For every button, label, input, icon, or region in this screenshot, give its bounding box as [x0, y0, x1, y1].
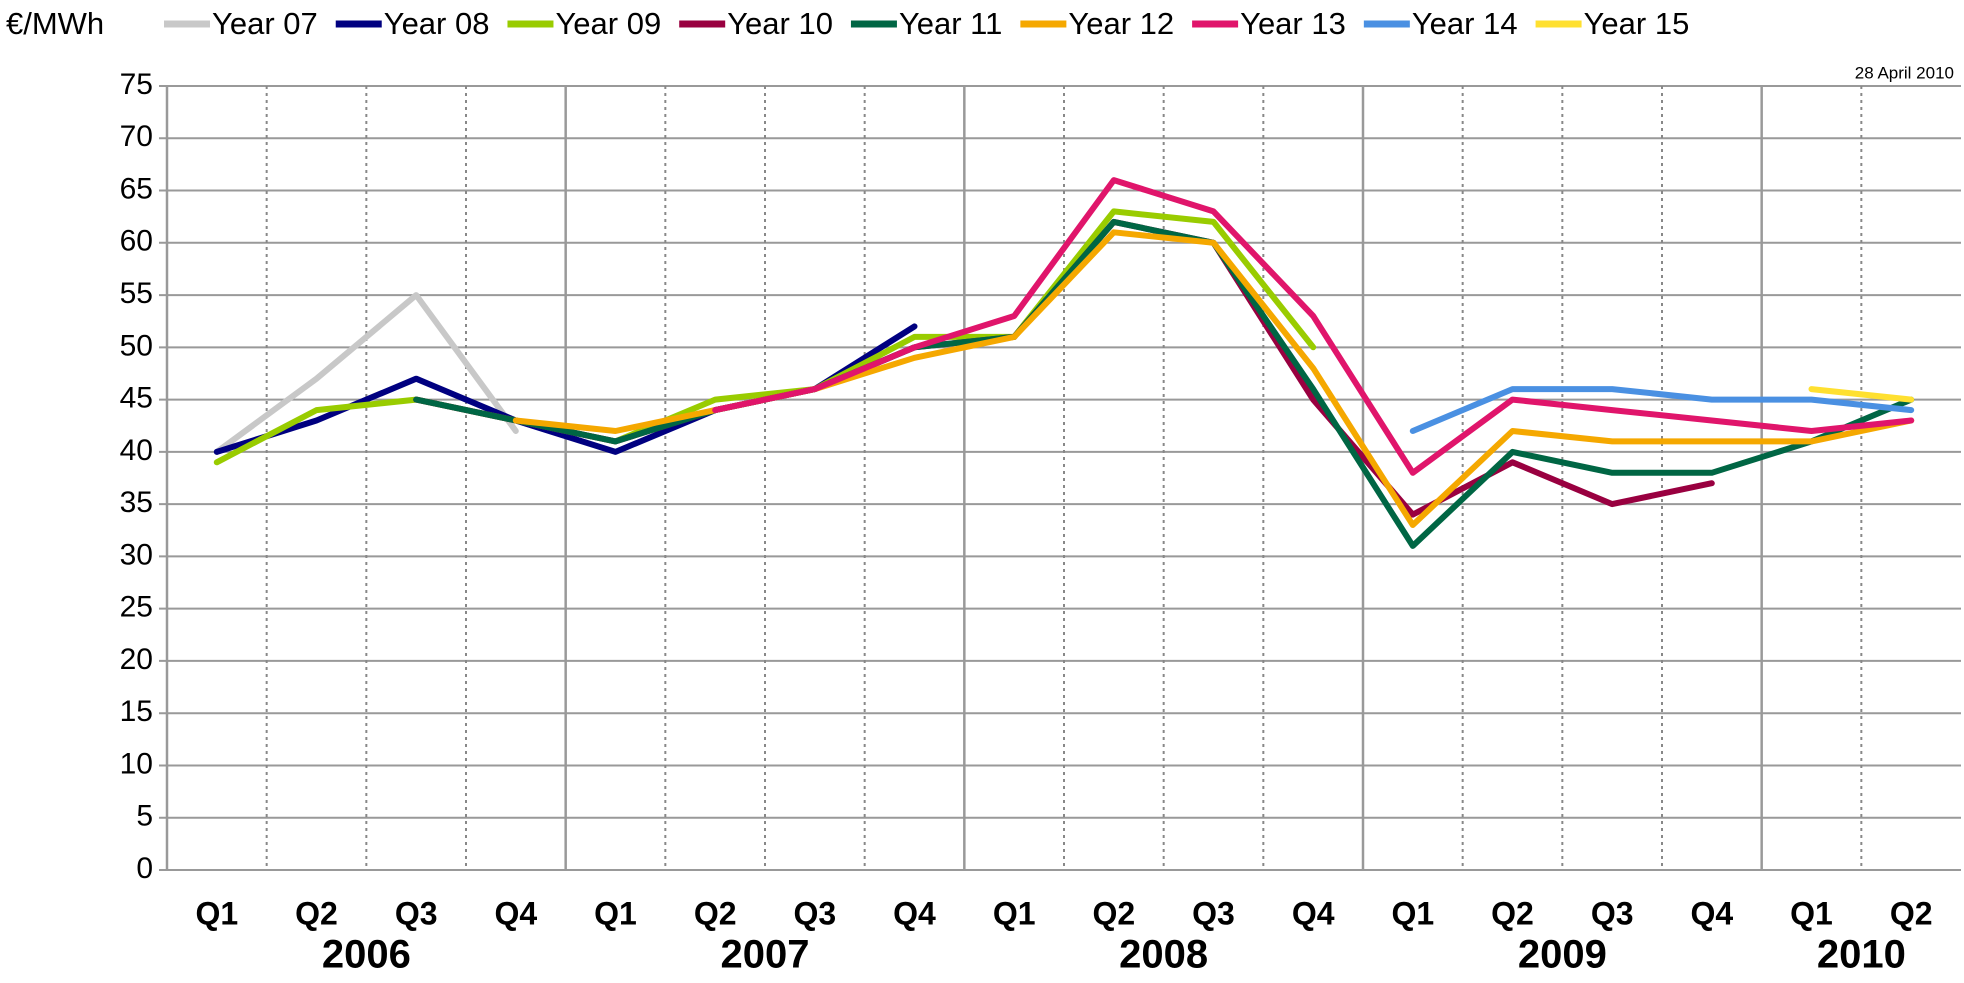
legend-label: Year 11 [899, 6, 1002, 41]
x-tick-label: Q1 [195, 895, 238, 931]
year-label: 2009 [1518, 933, 1607, 977]
year-label: 2008 [1119, 933, 1208, 977]
x-tick-label: Q3 [395, 895, 438, 931]
series-line [413, 218, 1915, 549]
x-tick-label: Q4 [1690, 895, 1733, 931]
y-tick-label: 5 [136, 800, 153, 833]
y-tick-label: 10 [120, 747, 153, 780]
x-tick-label: Q1 [993, 895, 1036, 931]
x-tick-label: Q4 [494, 895, 537, 931]
x-tick-label: Q2 [1890, 895, 1933, 931]
x-tick-label: Q2 [295, 895, 338, 931]
year-label: 2006 [322, 933, 411, 977]
x-tick-label: Q2 [1491, 895, 1534, 931]
series-line [512, 229, 1915, 528]
y-tick-label: 30 [120, 538, 153, 571]
y-tick-label: 15 [120, 695, 153, 728]
y-tick-label: 20 [120, 643, 153, 676]
year-label: 2007 [721, 933, 810, 977]
y-tick-label: 25 [120, 591, 153, 624]
x-tick-label: Q2 [694, 895, 737, 931]
x-tick-label: Q1 [1790, 895, 1833, 931]
legend-label: Year 09 [555, 6, 661, 41]
y-tick-label: 60 [120, 225, 153, 258]
legend-label: Year 12 [1068, 6, 1174, 41]
legend-label: Year 14 [1412, 6, 1518, 41]
y-tick-label: 50 [120, 329, 153, 362]
x-tick-label: Q1 [594, 895, 637, 931]
year-label: 2010 [1817, 933, 1906, 977]
x-tick-label: Q2 [1092, 895, 1135, 931]
series-line [213, 292, 519, 455]
x-tick-label: Q4 [1292, 895, 1335, 931]
date-annotation: 28 April 2010 [1855, 63, 1954, 82]
legend-label: Year 10 [727, 6, 833, 41]
y-tick-label: 55 [120, 277, 153, 310]
x-tick-label: Q3 [1192, 895, 1235, 931]
series-line [712, 177, 1915, 476]
y-tick-label: 35 [120, 486, 153, 519]
x-tick-label: Q4 [893, 895, 936, 931]
grid [159, 85, 1961, 871]
x-tick-label: Q3 [793, 895, 836, 931]
y-tick-label: 45 [120, 382, 153, 415]
legend-label: Year 07 [212, 6, 318, 41]
x-tick-label: Q1 [1391, 895, 1434, 931]
y-tick-label: 75 [120, 68, 153, 101]
series-line [1409, 386, 1915, 434]
legend-label: Year 15 [1584, 6, 1690, 41]
legend-label: Year 13 [1240, 6, 1346, 41]
series-line [1808, 386, 1915, 403]
y-tick-label: 70 [120, 120, 153, 153]
y-tick-label: 65 [120, 172, 153, 205]
legend-label: Year 08 [384, 6, 490, 41]
series-line [213, 208, 1317, 466]
y-tick-label: 40 [120, 434, 153, 467]
x-tick-label: Q3 [1591, 895, 1634, 931]
unit-title: €/MWh [6, 6, 104, 41]
y-tick-label: 0 [136, 852, 153, 885]
